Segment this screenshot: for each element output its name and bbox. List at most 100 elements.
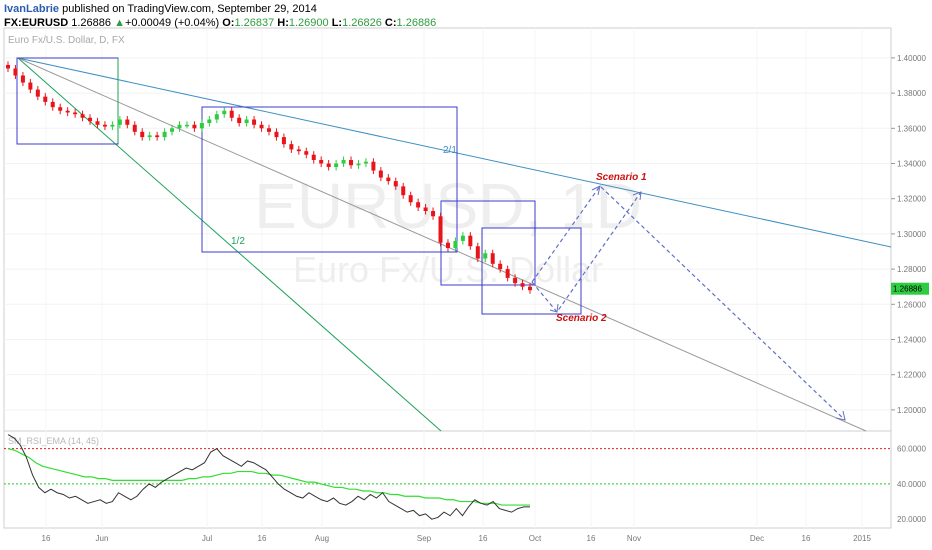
candle-body <box>199 123 204 129</box>
rsi-pane[interactable] <box>3 430 892 529</box>
candle-body <box>378 170 383 178</box>
price-axis-label: 1.24000 <box>897 335 926 344</box>
author-link[interactable]: IvanLabrie <box>4 3 60 15</box>
candle-body <box>222 110 227 115</box>
main-pane[interactable] <box>3 27 892 432</box>
trend-line-gray <box>17 57 867 432</box>
candle-body <box>35 89 40 97</box>
arrowhead-icon <box>549 303 559 313</box>
candle-body <box>356 163 361 166</box>
candle-body <box>274 131 279 138</box>
price-change: +0.00049 (+0.04%) <box>124 17 220 29</box>
high-value: 1.26900 <box>288 17 329 29</box>
scenario-2-label: Scenario 2 <box>556 313 607 324</box>
time-axis-label: Jun <box>96 534 109 543</box>
candle-body <box>28 82 33 90</box>
candle-body <box>20 75 25 83</box>
price-axis-label: 1.22000 <box>897 371 926 380</box>
price-axis-label: 1.40000 <box>897 54 926 63</box>
open-value: 1.26837 <box>234 17 275 29</box>
watermark-symbol: EURUSD, 1D <box>254 170 642 242</box>
candle-body <box>207 119 212 124</box>
candle-body <box>319 159 324 164</box>
arrowhead-icon <box>591 185 601 196</box>
candle-body <box>468 235 473 247</box>
candle-body <box>229 110 234 118</box>
arrowhead-icon <box>835 410 846 421</box>
candle-body <box>438 216 443 243</box>
candle-body <box>170 128 175 132</box>
candle-body <box>304 151 309 155</box>
time-axis-label: Nov <box>627 534 641 543</box>
last-price: 1.26886 <box>71 17 111 29</box>
candle-body <box>431 211 436 217</box>
time-axis-label: 16 <box>258 534 267 543</box>
time-axis-label: 16 <box>587 534 596 543</box>
candle-body <box>520 283 525 287</box>
candle-body <box>483 253 488 259</box>
candle-body <box>162 131 167 138</box>
chart-header: IvanLabrie published on TradingView.com,… <box>4 2 436 30</box>
time-axis-label: Oct <box>529 534 542 543</box>
candle-body <box>289 144 294 150</box>
symbol-label[interactable]: FX:EURUSD <box>4 17 69 29</box>
time-axis-label: 16 <box>479 534 488 543</box>
gann-box <box>481 227 582 315</box>
ratio-1-2-label: 1/2 <box>231 236 245 247</box>
candle-body <box>259 124 264 129</box>
published-text: published on TradingView.com, September … <box>62 3 317 15</box>
time-axis-label: Dec <box>750 534 764 543</box>
time-axis-label: Aug <box>315 534 329 543</box>
rsi-indicator <box>4 434 891 520</box>
time-axis-label: Sep <box>417 534 432 543</box>
close-value: 1.26886 <box>396 17 437 29</box>
price-axis-label: 1.20000 <box>897 406 926 415</box>
candle-body <box>475 246 480 259</box>
candle-body <box>110 124 115 127</box>
candle-body <box>132 124 137 132</box>
close-label: C: <box>384 17 397 29</box>
candle-body <box>416 202 421 208</box>
candle-body <box>6 64 10 69</box>
time-axis-label: 16 <box>802 534 811 543</box>
candle-body <box>408 195 413 203</box>
candle-body <box>363 161 368 164</box>
candle-body <box>65 110 70 113</box>
time-axis-label: 2015 <box>853 534 871 543</box>
time-axis-label: 16 <box>42 534 51 543</box>
last-price-tag-label: 1.26886 <box>893 285 922 294</box>
time-axis-label: Jul <box>202 534 212 543</box>
candle-body <box>252 119 257 125</box>
candle-body <box>490 253 495 264</box>
candle-body <box>445 242 450 248</box>
candle-body <box>453 240 458 248</box>
up-triangle-icon: ▲ <box>114 17 125 29</box>
candle-body <box>13 68 18 76</box>
candles <box>6 61 532 294</box>
candle-body <box>244 119 249 124</box>
scenario-1-arrow <box>531 185 846 421</box>
candle-body <box>237 117 242 124</box>
arrowhead-icon <box>632 191 642 201</box>
trend-line-blue <box>17 57 892 248</box>
candle-body <box>460 235 465 241</box>
candle-body <box>88 117 93 122</box>
rsi-axis-label: 20.0000 <box>897 515 926 524</box>
candle-body <box>281 137 286 145</box>
candle-body <box>155 135 160 138</box>
candle-body <box>95 121 100 125</box>
candle-body <box>423 207 428 212</box>
candle-body <box>192 124 197 129</box>
candle-body <box>386 177 391 182</box>
scenario-1-label: Scenario 1 <box>596 172 647 183</box>
price-axis-label: 1.38000 <box>897 89 926 98</box>
rsi-line <box>7 434 530 520</box>
candle-body <box>147 135 152 138</box>
ratio-2-1-label: 2/1 <box>443 145 457 156</box>
price-axis-label: 1.34000 <box>897 160 926 169</box>
axes: 1.40000 1.38000 1.36000 1.34000 1.32000 1.300… <box>42 54 927 543</box>
rsi-axis-label: 60.0000 <box>897 445 926 454</box>
rsi-pane-title: SM_RSI_EMA (14, 45) <box>8 436 99 446</box>
candle-body <box>267 128 271 132</box>
